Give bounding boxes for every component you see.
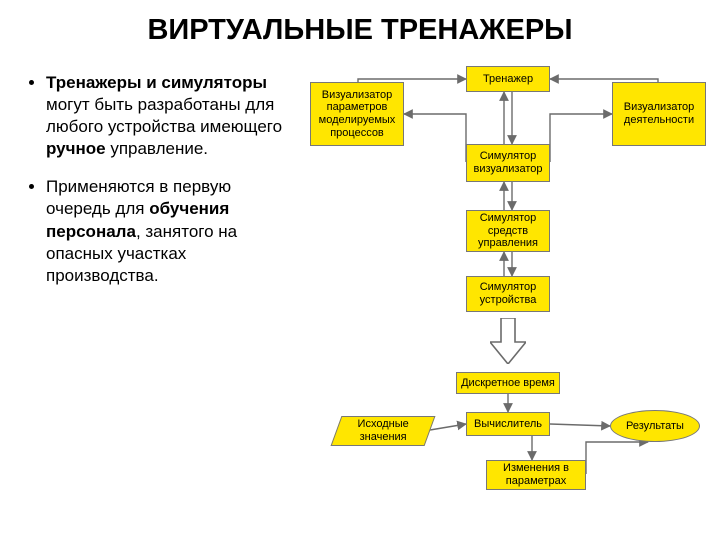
node-result: Результаты [610,410,700,442]
node-changes: Изменения в параметрах [486,460,586,490]
node-simDev: Симулятор устройства [466,276,550,312]
bold: Тренажеры и симуляторы [46,73,267,92]
bullet-item: Тренажеры и симуляторы могут быть разраб… [46,72,286,160]
text: могут быть разработаны для любого устрой… [46,95,282,136]
bold: ручное [46,139,106,158]
node-trainer: Тренажер [466,66,550,92]
node-discTime: Дискретное время [456,372,560,394]
bullet-list: Тренажеры и симуляторы могут быть разраб… [26,72,286,303]
node-visAct: Визуализатор деятельности [612,82,706,146]
flow-diagram: Визуализатор параметров моделируемых про… [300,60,710,530]
bullet-item: Применяются в первую очередь для обучени… [46,176,286,286]
node-calc: Вычислитель [466,412,550,436]
page-title: ВИРТУАЛЬНЫЕ ТРЕНАЖЕРЫ [0,0,720,47]
block-arrow-icon [490,318,526,364]
node-simCtrl: Симулятор средств управления [466,210,550,252]
node-visProc: Визуализатор параметров моделируемых про… [310,82,404,146]
node-input: Исходные значения [331,416,436,446]
text: управление. [106,139,208,158]
node-simVis: Симулятор визуализатор [466,144,550,182]
